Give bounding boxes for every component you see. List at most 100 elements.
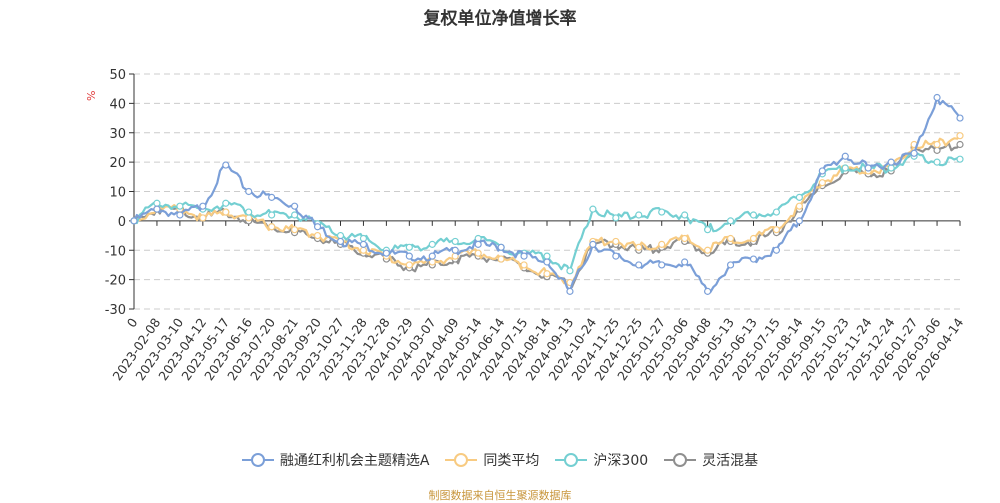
data-point[interactable] — [543, 258, 551, 266]
data-point[interactable] — [887, 164, 895, 172]
data-point[interactable] — [245, 208, 253, 216]
data-point[interactable] — [405, 243, 413, 251]
data-point[interactable] — [933, 93, 941, 102]
data-point[interactable] — [222, 161, 230, 169]
data-point[interactable] — [864, 164, 872, 172]
data-point[interactable] — [635, 243, 643, 251]
data-point[interactable] — [704, 287, 712, 295]
data-point[interactable] — [520, 252, 528, 260]
data-point[interactable] — [336, 231, 345, 240]
data-point[interactable] — [313, 223, 322, 231]
legend-circle-icon — [445, 453, 478, 467]
y-tick-label: 50 — [109, 68, 126, 83]
data-point[interactable] — [956, 155, 964, 163]
data-point[interactable] — [566, 287, 574, 295]
data-point[interactable] — [887, 158, 895, 166]
data-point[interactable] — [612, 214, 620, 222]
legend-item-fund[interactable]: 融通红利机会主题精选A — [241, 450, 429, 470]
data-point[interactable] — [726, 234, 735, 243]
data-point[interactable] — [910, 149, 918, 157]
data-point[interactable] — [359, 234, 368, 243]
data-point[interactable] — [291, 211, 299, 219]
data-point[interactable] — [359, 246, 368, 254]
data-point[interactable] — [222, 199, 230, 207]
data-point[interactable] — [772, 246, 781, 254]
legend-circle-icon — [664, 453, 697, 467]
data-point[interactable] — [497, 243, 505, 251]
data-point[interactable] — [428, 240, 436, 248]
data-point[interactable] — [222, 208, 230, 216]
data-point[interactable] — [795, 193, 803, 201]
data-point[interactable] — [795, 202, 803, 210]
data-point[interactable] — [199, 214, 207, 222]
legend-item-peer-average[interactable]: 同类平均 — [445, 450, 539, 470]
data-point[interactable] — [726, 217, 735, 225]
data-point[interactable] — [566, 267, 574, 275]
data-point[interactable] — [176, 211, 184, 219]
data-point[interactable] — [612, 252, 620, 260]
data-point[interactable] — [681, 211, 689, 219]
data-point[interactable] — [818, 167, 826, 175]
data-point[interactable] — [956, 140, 964, 149]
legend: 融通红利机会主题精选A 同类平均 沪深300 灵活混基 — [0, 450, 1000, 470]
data-point[interactable] — [451, 237, 459, 246]
data-point[interactable] — [772, 226, 781, 234]
data-point[interactable] — [749, 234, 758, 243]
data-point[interactable] — [291, 226, 299, 234]
data-point[interactable] — [635, 211, 643, 219]
data-point[interactable] — [336, 237, 345, 246]
data-point[interactable] — [199, 202, 207, 210]
data-point[interactable] — [451, 246, 459, 254]
data-point[interactable] — [749, 211, 758, 219]
data-point[interactable] — [497, 255, 505, 263]
data-point[interactable] — [612, 237, 620, 246]
data-point[interactable] — [795, 217, 803, 225]
data-point[interactable] — [176, 202, 184, 210]
data-point[interactable] — [520, 261, 528, 269]
data-point[interactable] — [153, 205, 161, 213]
data-point[interactable] — [359, 240, 368, 248]
data-point[interactable] — [245, 187, 253, 196]
data-point[interactable] — [130, 217, 138, 225]
data-point[interactable] — [841, 152, 849, 160]
data-point[interactable] — [428, 252, 436, 260]
data-point[interactable] — [704, 246, 712, 254]
data-point[interactable] — [841, 164, 849, 172]
data-point[interactable] — [681, 234, 689, 243]
data-point[interactable] — [635, 261, 643, 269]
data-point[interactable] — [589, 205, 597, 213]
data-point[interactable] — [933, 146, 941, 154]
data-point[interactable] — [749, 255, 758, 263]
data-point[interactable] — [382, 249, 390, 257]
data-point[interactable] — [658, 208, 666, 216]
legend-item-flexible-mixed[interactable]: 灵活混基 — [664, 450, 758, 470]
data-point[interactable] — [658, 240, 666, 248]
data-point[interactable] — [933, 140, 941, 149]
data-point[interactable] — [543, 252, 551, 260]
data-point[interactable] — [474, 249, 482, 257]
data-point[interactable] — [405, 252, 413, 260]
legend-item-csi300[interactable]: 沪深300 — [555, 450, 648, 470]
data-point[interactable] — [772, 208, 781, 216]
data-source-note: 制图数据来自恒生聚源数据库 — [428, 489, 572, 502]
data-point[interactable] — [268, 193, 276, 201]
data-point[interactable] — [589, 240, 597, 248]
data-point[interactable] — [405, 261, 413, 269]
data-point[interactable] — [956, 114, 964, 122]
data-point[interactable] — [681, 258, 689, 266]
data-point[interactable] — [268, 211, 276, 219]
data-point[interactable] — [933, 158, 941, 166]
data-point[interactable] — [268, 223, 276, 231]
data-point[interactable] — [543, 270, 551, 278]
data-point[interactable] — [818, 179, 826, 187]
data-point[interactable] — [956, 132, 964, 140]
data-point[interactable] — [153, 199, 161, 207]
data-point[interactable] — [658, 261, 666, 269]
x-tick-label: 0 — [124, 315, 141, 330]
data-point[interactable] — [726, 261, 735, 269]
legend-label: 灵活混基 — [702, 453, 759, 469]
data-point[interactable] — [291, 202, 299, 210]
data-point[interactable] — [474, 240, 482, 248]
data-point[interactable] — [313, 231, 322, 240]
data-point[interactable] — [704, 226, 712, 234]
